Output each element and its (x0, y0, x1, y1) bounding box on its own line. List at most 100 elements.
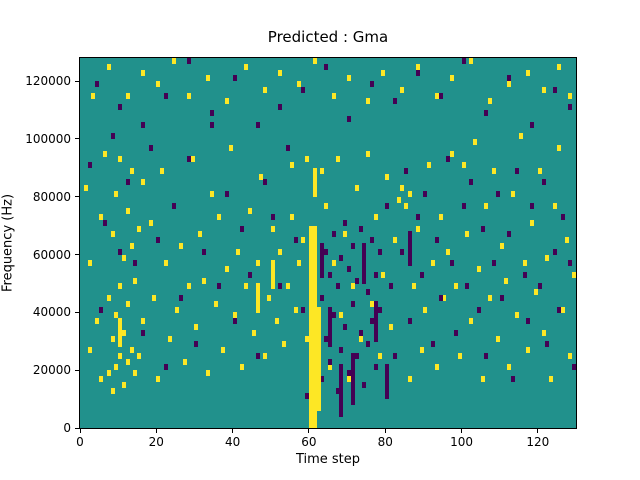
heatmap-cell (507, 364, 512, 371)
heatmap-cell (91, 92, 96, 99)
heatmap-cell (312, 185, 317, 192)
heatmap-cell (308, 393, 313, 400)
heatmap-cell (480, 375, 485, 382)
heatmap-cell (305, 335, 310, 342)
heatmap-cell (316, 387, 321, 394)
heatmap-cell (312, 260, 317, 267)
heatmap-cell (125, 92, 130, 99)
x-tick-mark (461, 429, 463, 433)
heatmap-cell (366, 98, 371, 105)
heatmap-cell (308, 237, 313, 244)
heatmap-cell (507, 231, 512, 238)
heatmap-cell (308, 254, 313, 261)
heatmap-cell (358, 225, 363, 232)
heatmap-cell (152, 295, 157, 302)
heatmap-cell (312, 173, 317, 180)
heatmap-cell (526, 347, 531, 354)
heatmap-cell (438, 214, 443, 221)
heatmap-cell (156, 375, 161, 382)
heatmap-cell (419, 347, 424, 354)
heatmap-cell (408, 375, 413, 382)
heatmap-cell (312, 335, 317, 342)
heatmap-cell (312, 58, 317, 64)
heatmap-cell (255, 289, 260, 296)
heatmap-cell (202, 277, 207, 284)
heatmap-cell (328, 271, 332, 278)
heatmap-cell (312, 306, 317, 313)
heatmap-cell (125, 300, 130, 307)
heatmap-cell (278, 248, 283, 255)
heatmap-cell (95, 81, 100, 88)
heatmap-cell (385, 381, 390, 388)
heatmap-cell (312, 410, 317, 417)
heatmap-cell (95, 318, 100, 325)
heatmap-cell (362, 248, 367, 255)
heatmap-cell (312, 347, 317, 354)
heatmap-cell (312, 271, 317, 278)
y-tick-mark (75, 369, 79, 371)
heatmap-cell (217, 283, 222, 290)
heatmap-cell (385, 173, 390, 180)
heatmap-cell (366, 289, 371, 296)
heatmap-cell (530, 219, 535, 226)
heatmap-cell (308, 381, 313, 388)
heatmap-cell (141, 329, 146, 336)
heatmap-cell (373, 271, 378, 278)
heatmap-cell (255, 300, 260, 307)
heatmap-cell (369, 237, 374, 244)
heatmap-cell (148, 144, 153, 151)
heatmap-cell (129, 167, 134, 174)
heatmap-cell (469, 179, 474, 186)
heatmap-cell (232, 312, 237, 319)
heatmap-cell (369, 81, 374, 88)
heatmap-cell (339, 381, 344, 388)
heatmap-cell (163, 92, 168, 99)
heatmap-cell (301, 86, 306, 93)
heatmap-cell (553, 86, 558, 93)
heatmap-cell (171, 58, 176, 64)
heatmap-cell (118, 352, 123, 359)
heatmap-cell (118, 318, 123, 325)
heatmap-cell (347, 75, 352, 82)
heatmap-cell (312, 416, 317, 423)
heatmap-cell (106, 295, 111, 302)
heatmap-cell (316, 347, 321, 354)
heatmap-cell (343, 323, 348, 330)
heatmap-cell (328, 358, 332, 365)
heatmap-cell (266, 295, 271, 302)
heatmap-cell (186, 156, 191, 163)
heatmap-cell (118, 283, 123, 290)
heatmap-cell (389, 283, 394, 290)
heatmap-cell (133, 277, 138, 284)
heatmap-cell (171, 202, 176, 209)
heatmap-cell (99, 375, 104, 382)
heatmap-cell (522, 271, 527, 278)
heatmap-cell (350, 393, 355, 400)
heatmap-cell (141, 318, 146, 325)
heatmap-cell (328, 306, 332, 313)
heatmap-cell (114, 312, 119, 319)
heatmap-cell (137, 225, 142, 232)
heatmap-cell (408, 254, 413, 261)
heatmap-cell (240, 364, 245, 371)
heatmap-cell (347, 266, 352, 273)
heatmap-cell (228, 144, 233, 151)
heatmap-cell (316, 364, 321, 371)
heatmap-cell (362, 243, 367, 249)
heatmap-cell (556, 144, 561, 151)
heatmap-cell (339, 393, 344, 400)
heatmap-cell (431, 260, 436, 267)
heatmap-cell (404, 167, 409, 174)
heatmap-cell (270, 225, 275, 232)
heatmap-cell (110, 133, 115, 140)
heatmap-cell (270, 277, 275, 284)
heatmap-cell (503, 277, 508, 284)
heatmap-cell (312, 381, 317, 388)
y-tick-mark (75, 311, 79, 313)
heatmap-cell (308, 277, 313, 284)
heatmap-cell (308, 416, 313, 423)
heatmap-cell (308, 358, 313, 365)
heatmap-cell (308, 370, 313, 377)
heatmap-cell (408, 237, 413, 244)
